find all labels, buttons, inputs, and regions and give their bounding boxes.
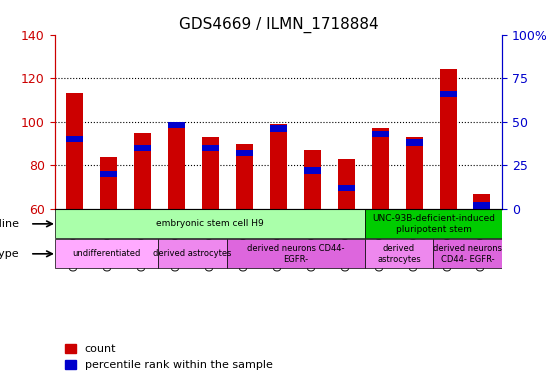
Bar — [67, 136, 84, 142]
Bar — [440, 91, 456, 97]
Text: undifferentiated: undifferentiated — [72, 249, 140, 258]
Bar — [100, 171, 117, 177]
Text: derived astrocytes: derived astrocytes — [153, 249, 232, 258]
Bar — [304, 167, 321, 174]
Bar — [236, 150, 253, 156]
Title: GDS4669 / ILMN_1718884: GDS4669 / ILMN_1718884 — [179, 17, 378, 33]
FancyBboxPatch shape — [158, 240, 227, 268]
Bar — [134, 132, 151, 209]
Bar — [202, 137, 219, 209]
Bar — [406, 137, 423, 209]
FancyBboxPatch shape — [227, 240, 365, 268]
Bar — [304, 150, 321, 209]
Legend: count, percentile rank within the sample: count, percentile rank within the sample — [60, 340, 277, 375]
Text: derived neurons CD44-
EGFR-: derived neurons CD44- EGFR- — [247, 244, 345, 263]
FancyBboxPatch shape — [434, 240, 502, 268]
Bar — [372, 131, 389, 137]
Bar — [236, 144, 253, 209]
Bar — [338, 159, 355, 209]
Bar — [168, 122, 185, 129]
Bar — [168, 122, 185, 209]
FancyBboxPatch shape — [55, 240, 158, 268]
Bar — [338, 185, 355, 191]
FancyBboxPatch shape — [55, 210, 365, 238]
Text: cell line: cell line — [0, 219, 19, 229]
Bar — [67, 93, 84, 209]
Bar — [473, 202, 490, 209]
FancyBboxPatch shape — [365, 240, 434, 268]
Bar — [406, 139, 423, 146]
Bar — [473, 194, 490, 209]
FancyBboxPatch shape — [365, 210, 502, 238]
Text: derived neurons
CD44- EGFR-: derived neurons CD44- EGFR- — [434, 244, 502, 263]
Bar — [440, 70, 456, 209]
Bar — [270, 124, 287, 209]
Bar — [134, 145, 151, 151]
Bar — [372, 128, 389, 209]
Bar — [100, 157, 117, 209]
Text: derived
astrocytes: derived astrocytes — [377, 244, 421, 263]
Text: UNC-93B-deficient-induced
pluripotent stem: UNC-93B-deficient-induced pluripotent st… — [372, 214, 495, 233]
Text: embryonic stem cell H9: embryonic stem cell H9 — [156, 219, 264, 228]
Bar — [270, 126, 287, 132]
Bar — [202, 145, 219, 151]
Text: cell type: cell type — [0, 249, 19, 259]
